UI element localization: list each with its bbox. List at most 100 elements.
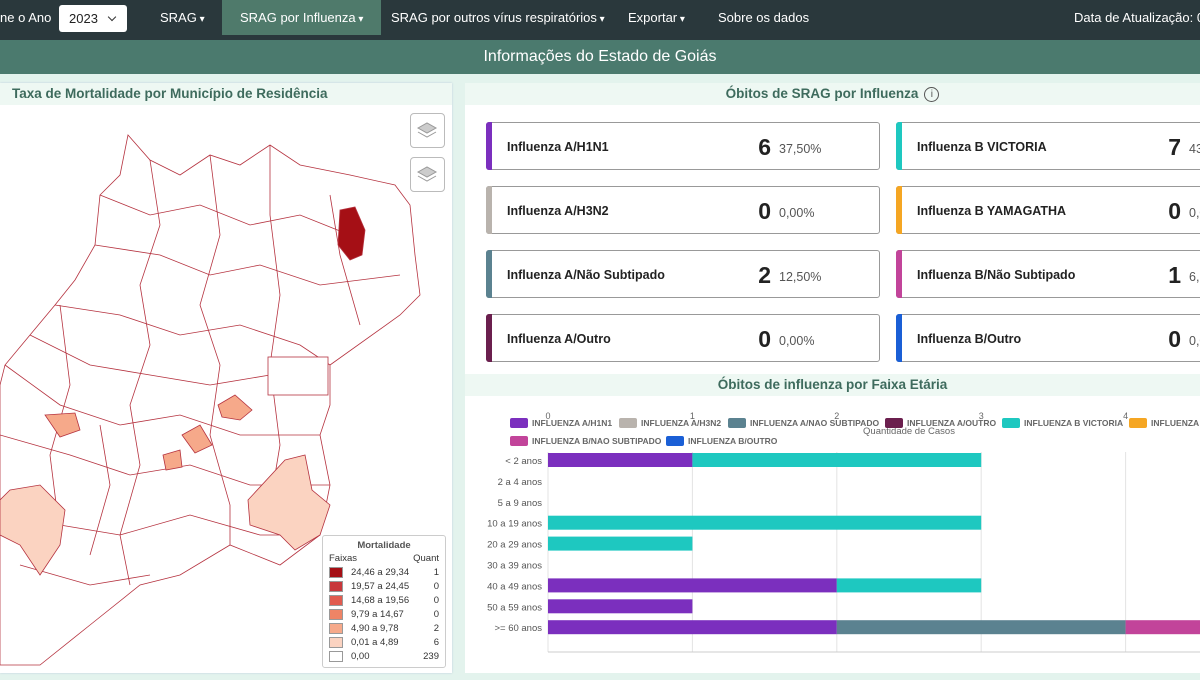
x-tick-label: 3 xyxy=(979,411,984,421)
card-percent: 0,00% xyxy=(1189,206,1200,220)
card-name: Influenza B YAMAGATHA xyxy=(917,204,1067,218)
state-title: Informações do Estado de Goiás xyxy=(483,48,717,65)
card-count: 2 xyxy=(758,262,771,288)
stat-card: Influenza A/Outro 0 0,00% xyxy=(486,314,880,362)
menu-item[interactable]: Exportar xyxy=(628,0,685,35)
x-tick-label: 2 xyxy=(834,411,839,421)
region-medium xyxy=(44,394,253,471)
legend-count: 0 xyxy=(433,581,439,592)
card-name: Influenza A/H1N1 xyxy=(507,140,609,154)
stat-card: Influenza B VICTORIA 7 43,75% xyxy=(896,122,1200,170)
legend-title: Mortalidade xyxy=(357,540,411,551)
x-axis-title: Quantidade de Casos xyxy=(863,426,955,437)
menu-item[interactable]: Sobre os dados xyxy=(718,10,810,25)
legend-range: 14,68 a 19,56 xyxy=(351,595,410,606)
card-percent: 0,00% xyxy=(779,206,815,220)
legend-label: INFLUENZA A/NAO SUBTIPADO xyxy=(750,418,879,428)
legend-label: INFLUENZA B VICTORIA xyxy=(1024,418,1123,428)
legend-col: Quant xyxy=(413,553,439,564)
legend-count: 2 xyxy=(433,623,439,634)
legend-swatch xyxy=(885,418,903,428)
card-percent: 6,25% xyxy=(1189,270,1200,284)
legend-range: 4,90 a 9,78 xyxy=(351,623,399,634)
legend-swatch xyxy=(1129,418,1147,428)
card-name: Influenza B VICTORIA xyxy=(917,140,1047,154)
card-count: 6 xyxy=(758,134,771,160)
map-title: Taxa de Mortalidade por Município de Res… xyxy=(0,83,452,105)
legend-col: Faixas xyxy=(329,553,357,564)
legend-swatch xyxy=(510,418,528,428)
chart-header: Óbitos de influenza por Faixa Etária xyxy=(465,374,1200,396)
card-percent: 12,50% xyxy=(779,270,822,284)
legend-range: 0,01 a 4,89 xyxy=(351,637,399,648)
y-tick-label: 20 a 29 anos xyxy=(487,540,542,551)
legend-count: 239 xyxy=(423,651,439,662)
region-highlight xyxy=(337,206,366,261)
card-percent: 43,75% xyxy=(1189,142,1200,156)
year-select[interactable]: 2023 xyxy=(59,5,127,32)
card-accent xyxy=(896,186,902,234)
card-accent xyxy=(486,122,492,170)
municipal-borders xyxy=(0,145,401,586)
card-count: 0 xyxy=(1168,326,1181,352)
bar-segment xyxy=(548,536,693,551)
legend-range: 19,57 a 24,45 xyxy=(351,581,410,592)
card-name: Influenza B/Outro xyxy=(917,332,1022,346)
legend-swatch xyxy=(329,651,343,662)
legend-label: INFLUENZA B YAMAGATHA xyxy=(1151,418,1200,428)
card-count: 0 xyxy=(1168,198,1181,224)
legend-swatch xyxy=(329,637,343,648)
card-accent xyxy=(896,122,902,170)
card-name: Influenza A/Não Subtipado xyxy=(507,268,665,282)
layer-button[interactable] xyxy=(410,157,445,192)
stat-card: Influenza B/Não Subtipado 1 6,25% xyxy=(896,250,1200,298)
layer-button[interactable] xyxy=(410,113,445,148)
card-name: Influenza A/Outro xyxy=(507,332,611,346)
year-label: ne o Ano xyxy=(0,10,52,25)
menu-item[interactable]: SRAG xyxy=(160,0,205,35)
legend-range: 24,46 a 29,34 xyxy=(351,567,410,578)
cards-header: Óbitos de SRAG por Influenza i xyxy=(465,83,1200,105)
legend-swatch xyxy=(619,418,637,428)
card-count: 0 xyxy=(758,326,771,352)
y-tick-label: 2 a 4 anos xyxy=(498,477,543,488)
card-count: 1 xyxy=(1168,262,1181,288)
info-icon[interactable]: i xyxy=(924,87,940,102)
card-accent xyxy=(896,250,902,298)
card-count: 7 xyxy=(1168,134,1181,160)
bar-segment xyxy=(548,599,693,614)
menu-item-active[interactable]: SRAG por Influenza xyxy=(222,0,382,35)
menu-item[interactable]: SRAG por outros vírus respiratórios xyxy=(391,0,605,35)
map-shapes xyxy=(0,134,421,666)
legend-count: 0 xyxy=(433,595,439,606)
chart-title: Óbitos de influenza por Faixa Etária xyxy=(717,377,948,392)
legend-range: 0,00 xyxy=(351,651,370,662)
y-tick-label: 40 a 49 anos xyxy=(487,581,542,592)
update-date: Data de Atualização: 04 xyxy=(1074,10,1200,25)
legend-range: 9,79 a 14,67 xyxy=(351,609,404,620)
map xyxy=(0,134,421,666)
legend-swatch xyxy=(329,567,343,578)
bar-segment xyxy=(548,578,837,593)
legend-label: INFLUENZA B/NAO SUBTIPADO xyxy=(532,436,662,446)
card-accent xyxy=(486,250,492,298)
legend-label: INFLUENZA A/H1N1 xyxy=(532,418,612,428)
bar-segment xyxy=(836,620,1126,635)
lake xyxy=(267,356,329,396)
y-tick-label: >= 60 anos xyxy=(494,623,542,634)
bar-segment xyxy=(548,620,837,635)
map-panel: Taxa de Mortalidade por Município de Res… xyxy=(0,83,452,673)
legend-count: 0 xyxy=(433,609,439,620)
map-legend: Mortalidade Faixas Quant 24,46 a 29,34 1 1… xyxy=(322,535,446,668)
bar-segment xyxy=(836,578,982,593)
stat-card: Influenza A/H3N2 0 0,00% xyxy=(486,186,880,234)
y-tick-label: 50 a 59 anos xyxy=(487,602,542,613)
bar-segment xyxy=(692,453,982,467)
card-accent xyxy=(486,314,492,362)
x-tick-label: 4 xyxy=(1123,411,1128,421)
year-value: 2023 xyxy=(69,11,98,26)
y-tick-label: 30 a 39 anos xyxy=(487,561,542,572)
bar-segment xyxy=(548,453,693,467)
card-name: Influenza B/Não Subtipado xyxy=(917,268,1076,282)
